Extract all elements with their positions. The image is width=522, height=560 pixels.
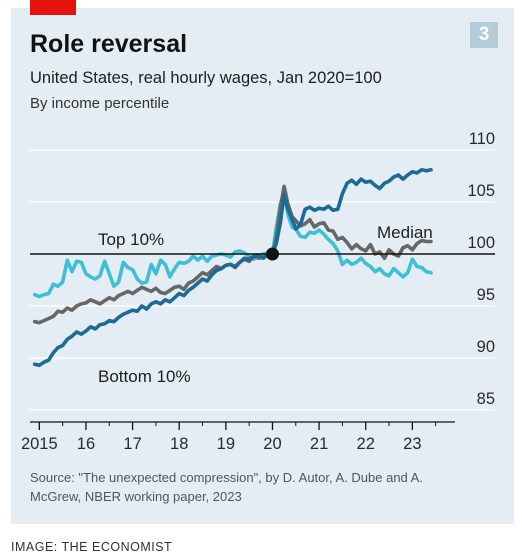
x-tick-label: 19 [217,435,235,453]
figure-number-badge: 3 [470,22,498,48]
series-line-top10 [32,189,433,299]
brand-red-tab [30,0,76,15]
x-tick-label: 17 [123,435,141,453]
x-tick-label: 20 [263,435,281,453]
x-tick-label: 16 [77,435,95,453]
source-note: Source: "The unexpected compression", by… [30,470,423,504]
x-axis: 2015 16 17 18 19 20 21 22 23 [21,421,455,453]
image-credit: IMAGE: THE ECONOMIST [11,540,173,554]
gridlines [30,149,495,411]
x-tick-label: 23 [403,435,421,453]
x-tick-label: 22 [357,435,375,453]
chart-panel [11,8,514,524]
y-tick-label: 100 [467,234,495,252]
chart-marks [30,247,495,261]
series-label-bottom10: Bottom 10% [98,367,191,386]
x-tick-label: 2015 [21,435,58,453]
series-label-top10: Top 10% [98,230,164,249]
y-axis-label: By income percentile [30,95,170,112]
x-tick-label: 18 [170,435,188,453]
series-line-bottom10 [32,168,433,368]
y-tick-label: 85 [477,390,495,408]
y-tick-label: 105 [467,182,495,200]
y-tick-label: 110 [469,130,495,148]
y-tick-label: 90 [477,338,495,356]
chart-title: Role reversal [30,30,188,58]
series-lines [32,168,433,368]
chart-subtitle: United States, real hourly wages, Jan 20… [30,69,382,87]
y-tick-labels: 85 90 95 100 105 110 [467,130,495,408]
jan-2020-marker [265,247,279,261]
x-tick-label: 21 [310,435,328,453]
y-tick-label: 95 [477,286,495,304]
series-labels: Top 10% Median Bottom 10% [98,223,433,386]
series-label-median: Median [377,223,433,242]
